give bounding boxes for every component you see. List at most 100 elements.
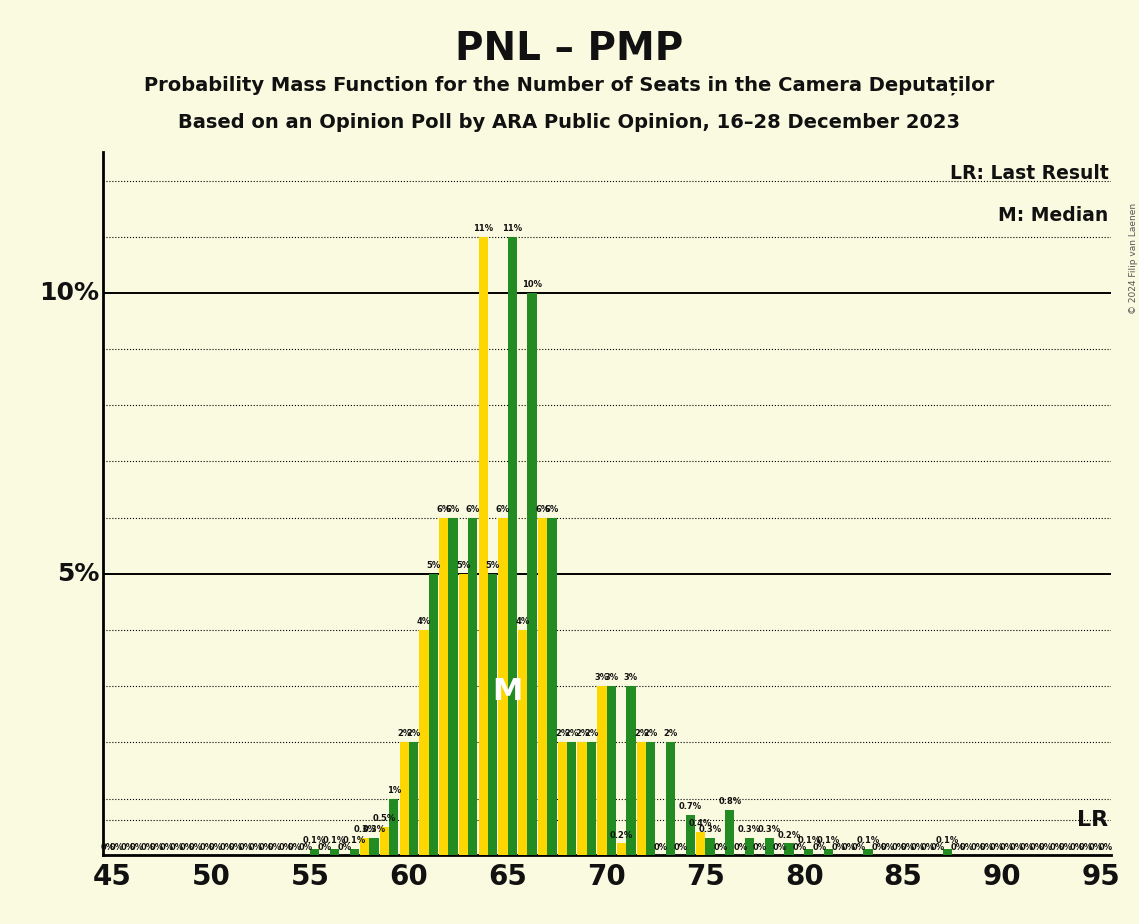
- Text: 0%: 0%: [1058, 844, 1073, 853]
- Bar: [606, 687, 616, 855]
- Text: 0%: 0%: [279, 844, 293, 853]
- Text: 0%: 0%: [180, 844, 194, 853]
- Text: 0%: 0%: [208, 844, 223, 853]
- Text: Probability Mass Function for the Number of Seats in the Camera Deputaților: Probability Mass Function for the Number…: [145, 76, 994, 95]
- Text: 0.2%: 0.2%: [611, 831, 633, 840]
- Text: 6%: 6%: [445, 505, 460, 514]
- Text: 0%: 0%: [920, 844, 934, 853]
- Text: 0.1%: 0.1%: [343, 836, 366, 845]
- Bar: [419, 630, 428, 855]
- Text: 0%: 0%: [951, 844, 965, 853]
- Text: 0%: 0%: [298, 844, 312, 853]
- Bar: [942, 849, 952, 855]
- Text: 0%: 0%: [772, 844, 787, 853]
- Text: 11%: 11%: [473, 224, 493, 233]
- Text: 0%: 0%: [248, 844, 262, 853]
- Text: 2%: 2%: [407, 729, 420, 738]
- Bar: [558, 742, 567, 855]
- Text: 0%: 0%: [911, 844, 925, 853]
- Bar: [379, 827, 390, 855]
- Text: 0%: 0%: [220, 844, 233, 853]
- Text: 0.4%: 0.4%: [689, 820, 712, 828]
- Text: 2%: 2%: [644, 729, 658, 738]
- Text: 0%: 0%: [229, 844, 243, 853]
- Bar: [459, 574, 468, 855]
- Text: 0.1%: 0.1%: [817, 836, 841, 845]
- Bar: [626, 687, 636, 855]
- Text: 0%: 0%: [318, 844, 333, 853]
- Text: 0%: 0%: [100, 844, 115, 853]
- Text: 0%: 0%: [199, 844, 214, 853]
- Text: 4%: 4%: [417, 617, 432, 626]
- Text: 0%: 0%: [1098, 844, 1113, 853]
- Text: 0%: 0%: [239, 844, 253, 853]
- Text: 0%: 0%: [170, 844, 183, 853]
- Text: 2%: 2%: [398, 729, 411, 738]
- Text: 0%: 0%: [149, 844, 164, 853]
- Text: 3%: 3%: [604, 674, 618, 682]
- Text: 2%: 2%: [565, 729, 579, 738]
- Text: 0%: 0%: [871, 844, 886, 853]
- Text: 0%: 0%: [674, 844, 688, 853]
- Text: M: Median: M: Median: [998, 206, 1108, 225]
- Text: 0.7%: 0.7%: [679, 802, 702, 811]
- Text: 0%: 0%: [259, 844, 273, 853]
- Text: 3%: 3%: [624, 674, 638, 682]
- Text: 0.3%: 0.3%: [757, 825, 781, 834]
- Text: 6%: 6%: [436, 505, 451, 514]
- Text: 0.1%: 0.1%: [797, 836, 820, 845]
- Bar: [499, 517, 508, 855]
- Bar: [686, 815, 695, 855]
- Text: 2%: 2%: [555, 729, 570, 738]
- Text: 6%: 6%: [544, 505, 559, 514]
- Bar: [863, 849, 872, 855]
- Text: 6%: 6%: [466, 505, 480, 514]
- Text: 2%: 2%: [575, 729, 589, 738]
- Text: Based on an Opinion Poll by ARA Public Opinion, 16–28 December 2023: Based on an Opinion Poll by ARA Public O…: [179, 113, 960, 132]
- Text: 2%: 2%: [663, 729, 678, 738]
- Text: 0%: 0%: [753, 844, 767, 853]
- Bar: [369, 838, 378, 855]
- Text: 0%: 0%: [159, 844, 174, 853]
- Text: 0%: 0%: [970, 844, 984, 853]
- Text: 0.8%: 0.8%: [719, 796, 741, 806]
- Bar: [400, 742, 409, 855]
- Text: 6%: 6%: [535, 505, 550, 514]
- Text: 0.3%: 0.3%: [362, 825, 385, 834]
- Text: 0.1%: 0.1%: [857, 836, 879, 845]
- Text: 0%: 0%: [713, 844, 728, 853]
- Text: 5%: 5%: [57, 562, 99, 586]
- Bar: [350, 849, 359, 855]
- Text: 3%: 3%: [595, 674, 609, 682]
- Text: 0%: 0%: [268, 844, 282, 853]
- Text: 0%: 0%: [880, 844, 895, 853]
- Text: 0%: 0%: [842, 844, 855, 853]
- Text: 0%: 0%: [999, 844, 1014, 853]
- Text: 0.1%: 0.1%: [303, 836, 326, 845]
- Text: 0%: 0%: [121, 844, 134, 853]
- Text: 0%: 0%: [734, 844, 747, 853]
- Bar: [360, 838, 369, 855]
- Text: 0%: 0%: [831, 844, 846, 853]
- Bar: [547, 517, 557, 855]
- Bar: [538, 517, 547, 855]
- Bar: [696, 833, 705, 855]
- Text: LR: LR: [1077, 809, 1108, 830]
- Text: 0%: 0%: [980, 844, 993, 853]
- Bar: [587, 742, 596, 855]
- Bar: [637, 742, 646, 855]
- Text: 0%: 0%: [1039, 844, 1054, 853]
- Text: 0%: 0%: [130, 844, 144, 853]
- Bar: [310, 849, 319, 855]
- Text: 0%: 0%: [140, 844, 155, 853]
- Text: 0%: 0%: [852, 844, 866, 853]
- Text: 2%: 2%: [584, 729, 598, 738]
- Text: M: M: [492, 677, 523, 706]
- Bar: [468, 517, 477, 855]
- Bar: [705, 838, 714, 855]
- Bar: [617, 844, 626, 855]
- Bar: [567, 742, 576, 855]
- Text: 0%: 0%: [1089, 844, 1103, 853]
- Bar: [823, 849, 834, 855]
- Bar: [666, 742, 675, 855]
